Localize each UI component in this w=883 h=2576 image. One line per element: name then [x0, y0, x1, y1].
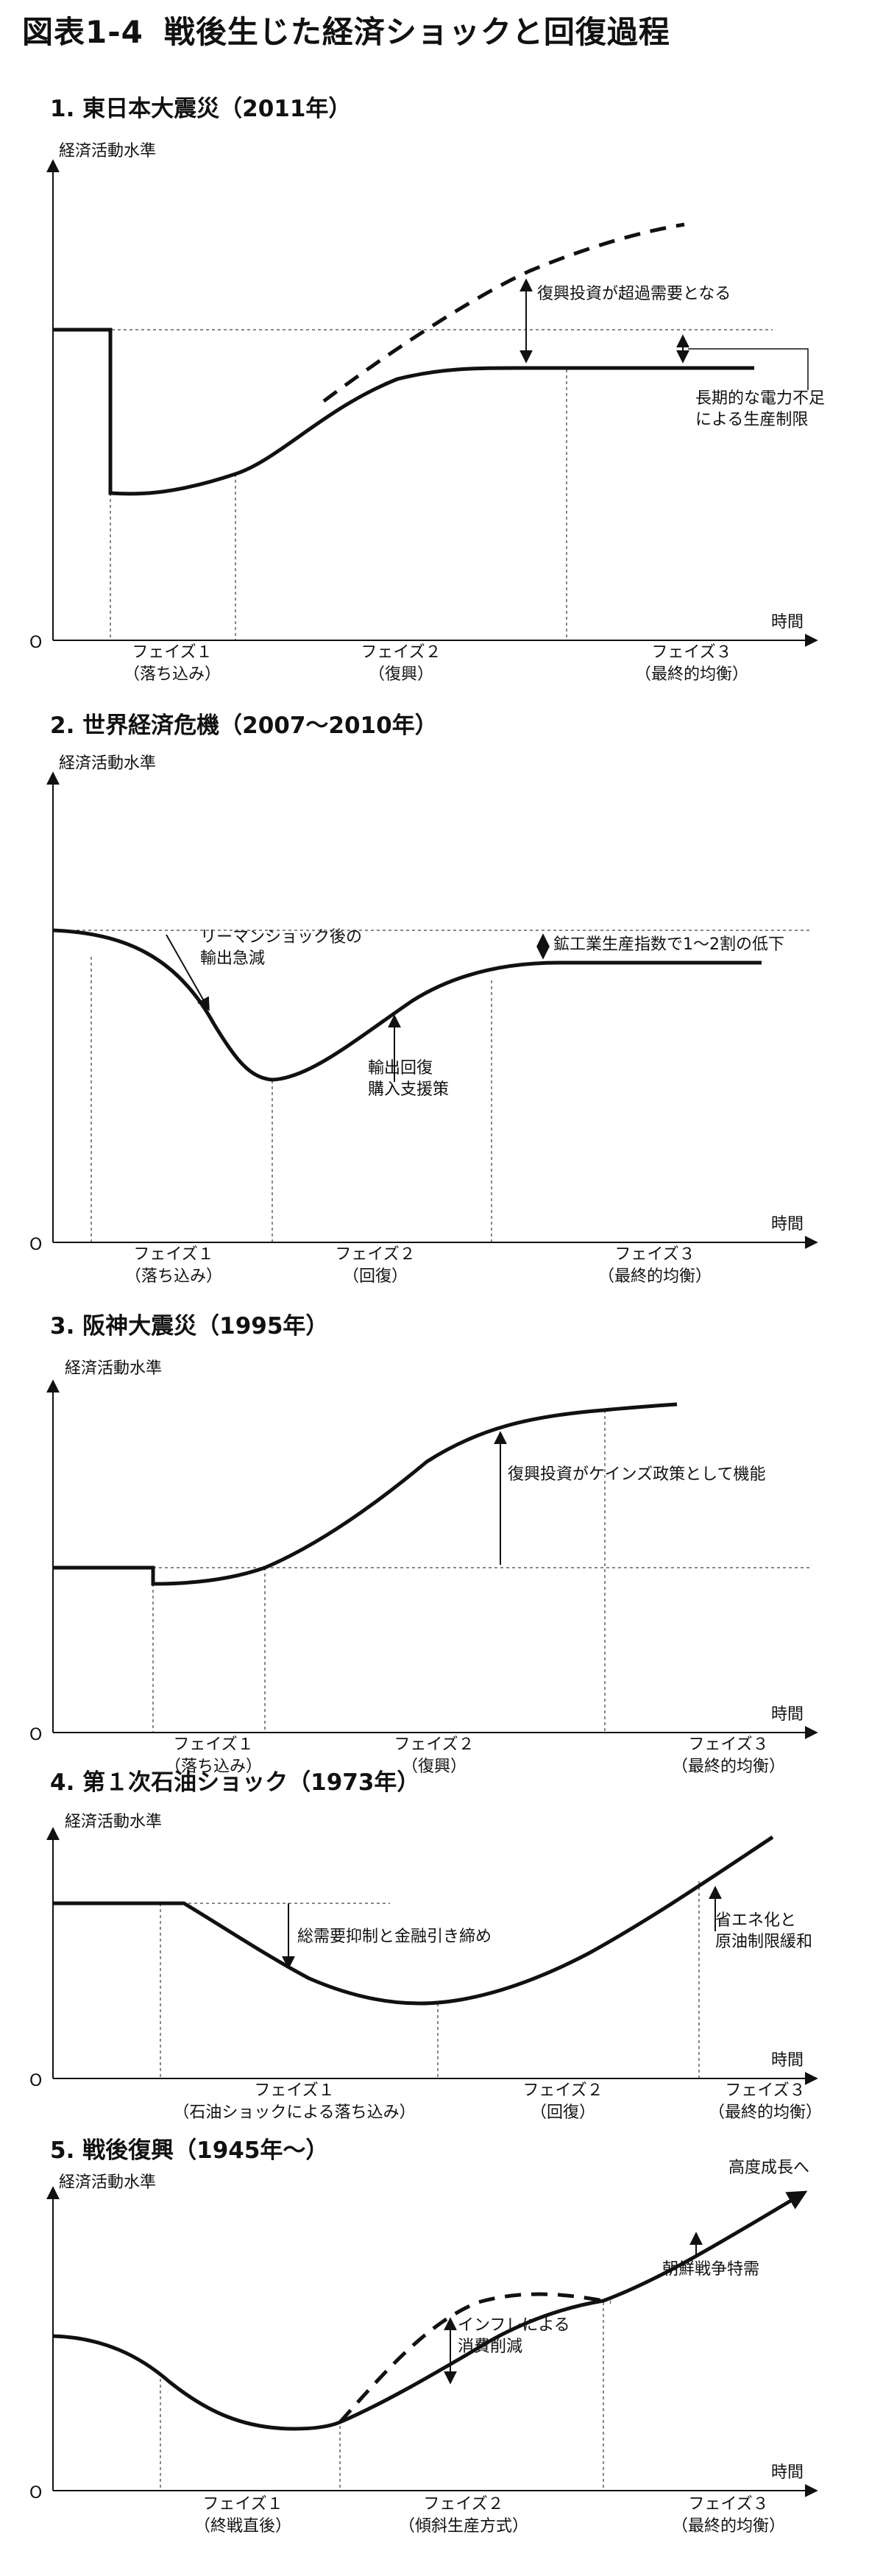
x-axis-label: 時間	[771, 2051, 804, 2070]
panel-2: 2. 世界経済危機（2007〜2010年） 経済活動水準 O 時間 リーマンショ…	[0, 707, 883, 1286]
panel-3: 3. 阪神大震災（1995年） 経済活動水準 O 時間 復興投資がケインズ政策と…	[0, 1307, 883, 1776]
panel-title: 3. 阪神大震災（1995年）	[50, 1313, 329, 1340]
x-axis-label: 時間	[771, 613, 804, 631]
y-axis-label: 経済活動水準	[59, 2173, 157, 2192]
phase-label: フェイズ３ （最終的均衡）	[671, 2495, 786, 2536]
panel-title: 5. 戦後復興（1945年〜）	[50, 2137, 329, 2164]
annotation: 輸出回復 購入支援策	[368, 1059, 450, 1099]
annotation: 朝鮮戦争特需	[662, 2260, 760, 2279]
panel-title: 4. 第１次石油ショック（1973年）	[50, 1769, 420, 1796]
phase-label: フェイズ２ （回復）	[522, 2081, 603, 2122]
annotation: 復興投資が超過需要となる	[537, 285, 731, 303]
y-axis-label: 経済活動水準	[59, 142, 157, 160]
figure-title-text: 戦後生じた経済ショックと回復過程	[163, 14, 670, 50]
origin-label: O	[29, 2484, 43, 2502]
activity-curve	[52, 2194, 800, 2431]
activity-curve	[53, 328, 754, 496]
origin-label: O	[29, 1236, 43, 1254]
phase-label: フェイズ１ （石油ショックによる落ち込み）	[173, 2081, 416, 2122]
y-axis-label: 経済活動水準	[65, 1813, 163, 1831]
activity-curve	[53, 1402, 678, 1586]
x-axis-label: 時間	[771, 1215, 804, 1234]
figure-number: 図表1-4	[22, 14, 143, 50]
phase-label: フェイズ１ （終戦直後）	[194, 2495, 292, 2536]
annotation: リーマンショック後の 輸出急減	[200, 928, 363, 968]
export-drop-arrow	[166, 934, 210, 1011]
y-axis-label: 経済活動水準	[65, 1359, 163, 1378]
panel-title: 2. 世界経済危機（2007〜2010年）	[50, 712, 438, 739]
phase-label: フェイズ３ （最終的均衡）	[597, 1245, 712, 1286]
x-axis-label: 時間	[771, 1705, 804, 1724]
phase-label: フェイズ３ （最終的均衡）	[634, 643, 749, 684]
y-axis-label: 経済活動水準	[59, 754, 157, 773]
annotation: 鉱工業生産指数で1〜2割の低下	[553, 935, 784, 954]
phase-label: フェイズ１ （落ち込み）	[124, 1245, 223, 1286]
leader-line	[688, 348, 809, 390]
phase-label: フェイズ２ （傾斜生産方式）	[398, 2495, 529, 2536]
figure-title: 図表1-4 戦後生じた経済ショックと回復過程	[22, 7, 670, 52]
origin-label: O	[29, 2072, 43, 2090]
phase-label: フェイズ２ （回復）	[335, 1245, 416, 1286]
x-axis-label: 時間	[771, 2463, 804, 2482]
annotation: 復興投資がケインズ政策として機能	[508, 1465, 766, 1484]
phase-label: フェイズ２ （復興）	[361, 643, 442, 684]
diagram-2	[46, 771, 818, 1249]
panel-title: 1. 東日本大震災（2011年）	[50, 96, 352, 122]
annotation: インフレによる 消費削減	[458, 2316, 570, 2356]
annotation: 高度成長へ	[728, 2159, 810, 2177]
phase-label: フェイズ１ （落ち込み）	[123, 643, 221, 684]
reconstruction-demand-curve	[322, 222, 685, 403]
activity-curve	[53, 1835, 774, 2006]
panel-1: 1. 東日本大震災（2011年） 経済活動水準 O 時間 復興投資が超過需要とな…	[0, 0, 883, 707]
phase-label: フェイズ２ （復興）	[394, 1735, 475, 1776]
activity-curve	[52, 928, 762, 1082]
origin-label: O	[29, 634, 43, 652]
phase-label: フェイズ３ （最終的均衡）	[708, 2081, 823, 2122]
panel-5: 5. 戦後復興（1945年〜） 経済活動水準 O 時間 高度成長へ インフレによ…	[0, 2131, 883, 2573]
diagram-3	[46, 1379, 818, 1739]
panel-4: 4. 第１次石油ショック（1973年） 経済活動水準 O 時間 総需要抑制と金融…	[0, 1763, 883, 2131]
annotation: 省エネ化と 原油制限緩和	[715, 1911, 813, 1951]
origin-label: O	[29, 1726, 43, 1744]
growth-arrow	[779, 2190, 808, 2209]
phase-label: フェイズ１ （落ち込み）	[164, 1735, 263, 1776]
annotation: 長期的な電力不足 による生産制限	[695, 389, 826, 429]
diagram-5	[46, 2186, 818, 2497]
inflation-curve	[338, 2292, 611, 2424]
diagram-1	[46, 159, 818, 647]
diagram-4	[46, 1827, 818, 2085]
annotation: 総需要抑制と金融引き締め	[297, 1928, 492, 1946]
phase-label: フェイズ３ （最終的均衡）	[671, 1735, 786, 1776]
